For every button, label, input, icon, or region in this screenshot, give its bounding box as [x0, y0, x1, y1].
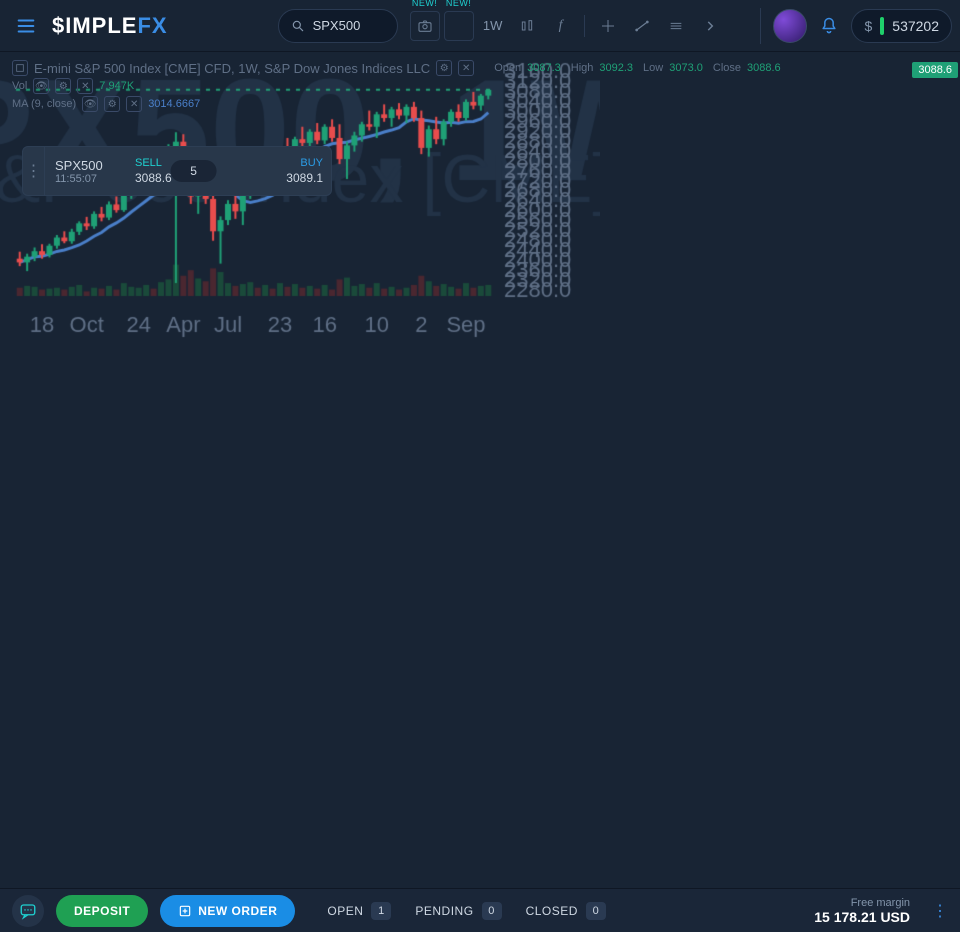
quantity-stepper[interactable]: 5 — [171, 160, 217, 182]
positions-status: OPEN 1 PENDING 0 CLOSED 0 — [327, 902, 606, 920]
trade-panel-menu[interactable]: ⋮ — [23, 147, 45, 195]
chart-toolbar: NEW! NEW! 1W f — [410, 11, 725, 41]
candles-icon — [519, 18, 535, 34]
top-right: $ 537202 — [760, 8, 952, 44]
screenshot-button[interactable]: NEW! — [410, 11, 440, 41]
balance-bar — [880, 17, 884, 35]
search-icon — [291, 19, 305, 33]
trendline-button[interactable] — [627, 11, 657, 41]
balance-amount: 537202 — [892, 18, 939, 34]
chat-button[interactable] — [12, 895, 44, 927]
chart-area[interactable]: E-mini S&P 500 Index [CME] CFD, 1W, S&P … — [0, 52, 960, 888]
logo: $IMPLEFX — [52, 13, 168, 39]
chart-type-button[interactable]: NEW! — [444, 11, 474, 41]
hamburger-icon — [15, 15, 37, 37]
timeframe-button[interactable]: 1W — [478, 11, 508, 41]
notifications-button[interactable] — [819, 16, 839, 36]
toolbar-more[interactable] — [695, 11, 725, 41]
symbol-search-input[interactable] — [313, 18, 383, 33]
crosshair-icon — [600, 18, 616, 34]
chevron-right-icon — [703, 19, 717, 33]
camera-icon — [417, 18, 433, 34]
crosshair-button[interactable] — [593, 11, 623, 41]
buy-button[interactable]: BUY 3089.1 — [229, 147, 331, 195]
candles-button[interactable] — [512, 11, 542, 41]
fx-icon: f — [559, 18, 563, 34]
pending-positions[interactable]: PENDING 0 — [415, 902, 501, 920]
chat-icon — [19, 902, 37, 920]
lines-button[interactable] — [661, 11, 691, 41]
current-price-tag: 3088.6 — [912, 62, 958, 78]
balance-pill[interactable]: $ 537202 — [851, 9, 952, 43]
bell-icon — [819, 16, 839, 36]
avatar[interactable] — [773, 9, 807, 43]
new-order-button[interactable]: NEW ORDER — [160, 895, 295, 927]
menu-button[interactable] — [8, 8, 44, 44]
closed-positions[interactable]: CLOSED 0 — [526, 902, 606, 920]
symbol-search[interactable] — [278, 9, 398, 43]
deposit-button[interactable]: DEPOSIT — [56, 895, 148, 927]
bottombar-menu[interactable]: ⋮ — [932, 901, 948, 921]
chart-canvas[interactable] — [0, 52, 600, 352]
open-positions[interactable]: OPEN 1 — [327, 902, 391, 920]
top-bar: $IMPLEFX NEW! NEW! 1W f — [0, 0, 960, 52]
trendline-icon — [634, 18, 650, 34]
indicator-button[interactable]: f — [546, 11, 576, 41]
free-margin: Free margin 15 178.21 USD — [814, 897, 910, 925]
trade-panel: ⋮ SPX500 11:55:07 SELL 3088.6 5 BUY 3089… — [22, 146, 332, 196]
trade-symbol: SPX500 11:55:07 — [45, 147, 127, 195]
new-order-icon — [178, 904, 192, 918]
currency-icon: $ — [864, 18, 872, 34]
bottom-bar: DEPOSIT NEW ORDER OPEN 1 PENDING 0 CLOSE… — [0, 888, 960, 932]
parallel-lines-icon — [668, 18, 684, 34]
